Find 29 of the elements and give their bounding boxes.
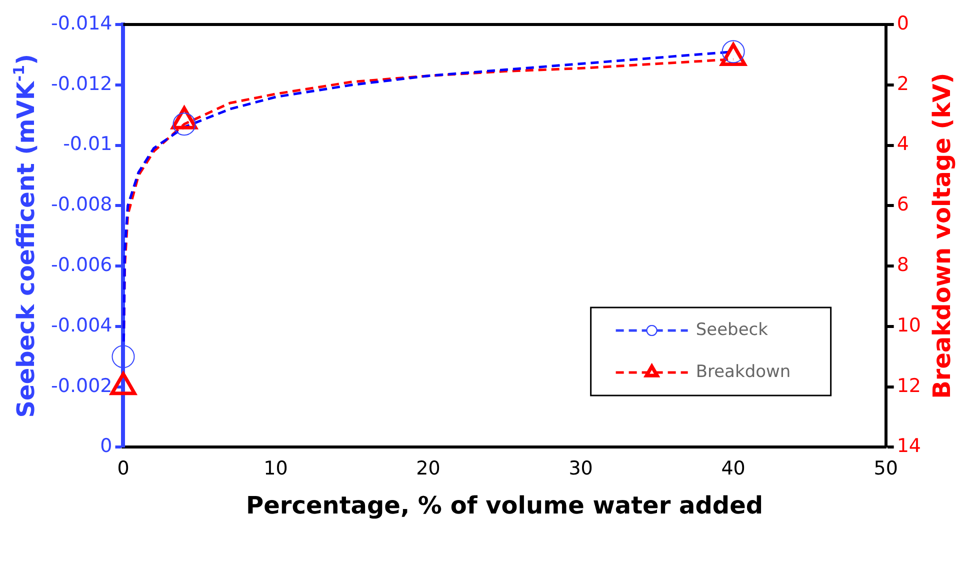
y-tick-label: 0: [100, 435, 112, 458]
x-tick-label: 0: [117, 458, 130, 480]
y2-tick-label: 6: [896, 194, 909, 216]
x-tick-label: 20: [416, 458, 440, 480]
x-tick-label: 10: [264, 458, 288, 480]
x-tick-label: 30: [568, 458, 593, 480]
legend-label: Breakdown: [696, 362, 791, 382]
point: [112, 345, 135, 368]
y-tick-label: -0.012: [51, 72, 112, 95]
legend-label: Seebeck: [696, 320, 768, 340]
y-tick-label: -0.006: [51, 254, 112, 276]
y-tick-label: -0.004: [51, 314, 112, 336]
x-axis-title: Percentage, % of volume water added: [246, 491, 764, 520]
x-tick-label: 50: [874, 458, 898, 480]
y2-tick-label: 12: [896, 374, 922, 397]
y2-tick-label: 10: [896, 314, 922, 336]
y2-tick-label: 4: [896, 133, 909, 156]
y2-tick-label: 0: [896, 12, 909, 34]
y-tick-label: -0.014: [51, 12, 112, 34]
point: [110, 372, 136, 396]
y-tick-label: -0.008: [51, 194, 112, 216]
y2-tick-label: 14: [896, 435, 922, 458]
y-tick-label: -0.002: [51, 374, 112, 397]
y-tick-label: -0.01: [63, 133, 112, 156]
y-axis-title: Seebeck coefficent (mVK-1): [10, 54, 40, 418]
x-tick-label: 40: [721, 458, 746, 480]
y2-tick-label: 8: [896, 254, 909, 276]
y2-tick-label: 2: [896, 72, 909, 95]
y2-axis-title: Breakdown voltage (kV): [928, 72, 956, 399]
